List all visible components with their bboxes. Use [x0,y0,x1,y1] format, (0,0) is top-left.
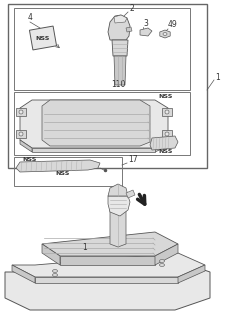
Polygon shape [30,26,57,50]
Polygon shape [160,30,170,38]
Polygon shape [150,136,178,150]
Polygon shape [60,256,155,265]
Text: NSS: NSS [22,157,36,162]
Ellipse shape [163,33,167,36]
Polygon shape [162,108,172,116]
Polygon shape [162,130,172,138]
Ellipse shape [160,263,164,267]
Polygon shape [42,100,150,146]
Text: 110: 110 [111,80,125,89]
Polygon shape [20,100,168,148]
Polygon shape [110,193,126,247]
Polygon shape [20,140,32,152]
Text: NSS: NSS [158,149,172,154]
Circle shape [165,132,169,136]
Polygon shape [155,244,178,265]
Text: 3: 3 [143,19,148,28]
Text: 1: 1 [82,243,87,252]
Polygon shape [108,184,128,196]
Ellipse shape [53,269,58,273]
Polygon shape [108,15,130,40]
Polygon shape [12,253,205,277]
Ellipse shape [160,260,164,262]
Polygon shape [114,56,126,85]
Polygon shape [16,108,26,116]
Text: 49: 49 [168,20,178,29]
Text: 17: 17 [128,155,138,164]
Polygon shape [16,130,26,138]
Polygon shape [32,148,155,152]
Polygon shape [42,232,178,256]
Polygon shape [35,277,178,283]
Polygon shape [155,142,168,152]
Polygon shape [5,260,210,310]
Circle shape [165,110,169,114]
Polygon shape [178,265,205,283]
Polygon shape [126,27,132,32]
Text: 1: 1 [215,73,220,82]
Text: 2: 2 [130,4,135,13]
Polygon shape [108,196,130,216]
Circle shape [19,110,23,114]
Text: 4: 4 [28,13,33,22]
Polygon shape [42,244,60,265]
Polygon shape [12,265,35,283]
Ellipse shape [53,274,58,276]
Polygon shape [140,28,152,36]
Polygon shape [126,190,135,198]
Circle shape [19,132,23,136]
Polygon shape [114,15,127,23]
Text: NSS: NSS [35,36,49,41]
Polygon shape [112,40,128,56]
Polygon shape [16,160,100,172]
Text: NSS: NSS [158,94,172,99]
Text: NSS: NSS [55,171,69,176]
